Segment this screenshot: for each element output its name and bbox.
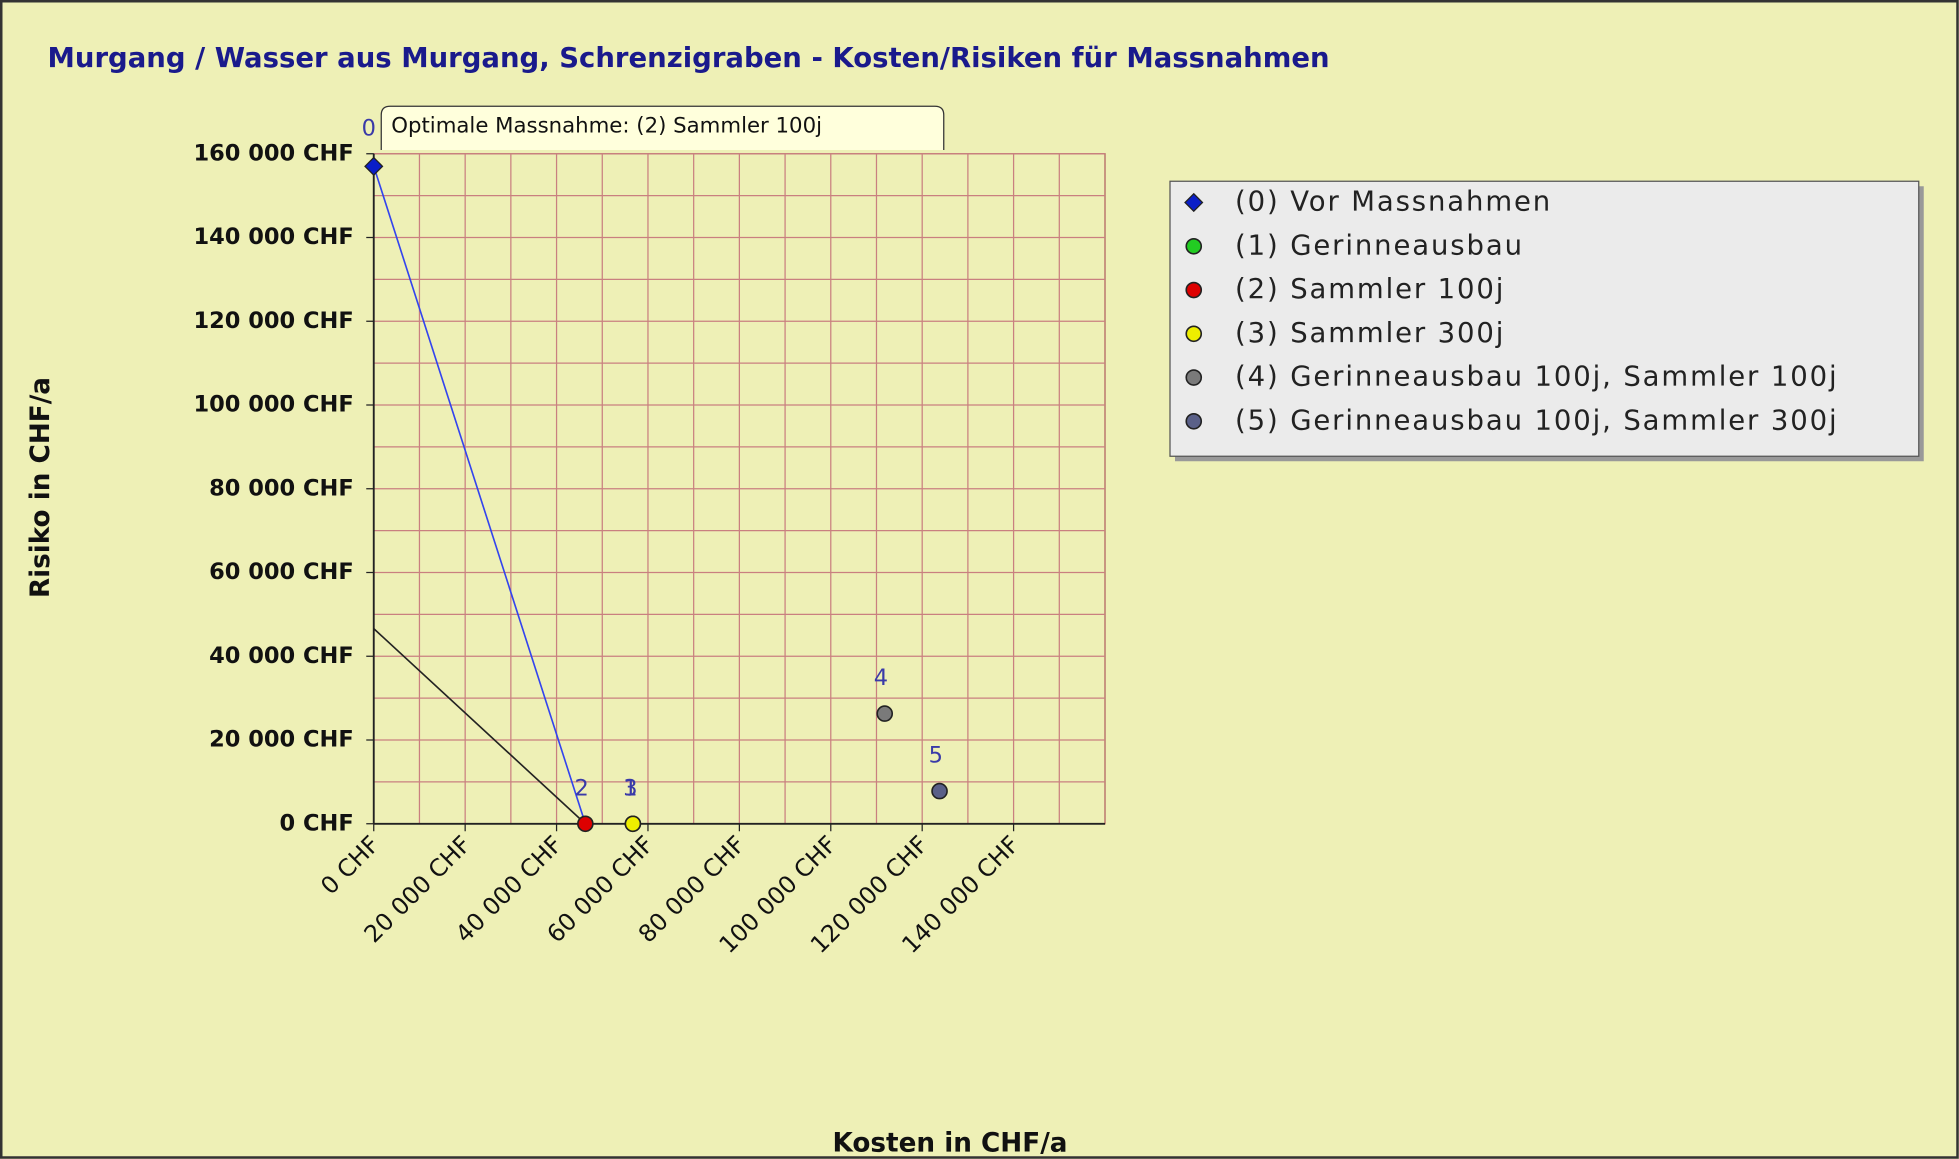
connector-line (373, 628, 586, 825)
point (364, 156, 384, 176)
point-label: 2 (574, 775, 588, 801)
legend-label: (2) Sammler 100j (1235, 273, 1505, 305)
point-label: 3 (623, 775, 637, 801)
legend-label: (5) Gerinneausbau 100j, Sammler 300j (1235, 404, 1838, 436)
point (624, 815, 642, 833)
legend-label: (3) Sammler 300j (1235, 317, 1505, 349)
x-axis-label: Kosten in CHF/a (832, 1128, 1067, 1158)
point (931, 782, 948, 800)
y-tick-label: 20 000 CHF (209, 727, 354, 753)
point-label: 4 (874, 665, 888, 691)
y-tick-label: 80 000 CHF (209, 475, 354, 501)
point (577, 815, 594, 833)
y-axis-label: Risiko in CHF/a (26, 377, 56, 598)
legend-box (1169, 180, 1920, 457)
legend-label: (0) Vor Massnahmen (1235, 186, 1552, 218)
legend-marker (1185, 369, 1203, 386)
connector-line (372, 166, 587, 824)
legend-marker (1185, 412, 1203, 430)
tooltip-box (380, 105, 945, 150)
tooltip-text: Optimale Massnahme: (2) Sammler 100j (391, 113, 822, 138)
y-tick-label: 120 000 CHF (193, 308, 353, 334)
legend-marker (1185, 237, 1203, 255)
legend-marker (1184, 192, 1204, 213)
y-tick-label: 40 000 CHF (209, 643, 354, 669)
legend-label: (1) Gerinneausbau (1235, 229, 1524, 261)
y-tick-label: 160 000 CHF (193, 140, 353, 166)
point-label: 1 (623, 775, 637, 801)
y-tick-label: 60 000 CHF (209, 559, 354, 585)
legend-marker (1185, 325, 1203, 343)
point-label: 5 (929, 743, 943, 769)
legend-marker (1185, 281, 1203, 299)
y-tick-label: 100 000 CHF (193, 392, 353, 418)
y-tick-label: 0 CHF (280, 810, 354, 836)
tooltip: Optimale Massnahme: (2) Sammler 100j (380, 105, 945, 150)
y-tick-label: 140 000 CHF (193, 224, 353, 250)
chart-title: Murgang / Wasser aus Murgang, Schrenzigr… (48, 42, 1330, 74)
point (876, 705, 894, 722)
point-label: 0 (362, 115, 376, 141)
legend: (0) Vor Massnahmen (1) Gerinneausbau (2) S… (1169, 180, 1924, 462)
legend-label: (4) Gerinneausbau 100j, Sammler 100j (1235, 361, 1838, 393)
